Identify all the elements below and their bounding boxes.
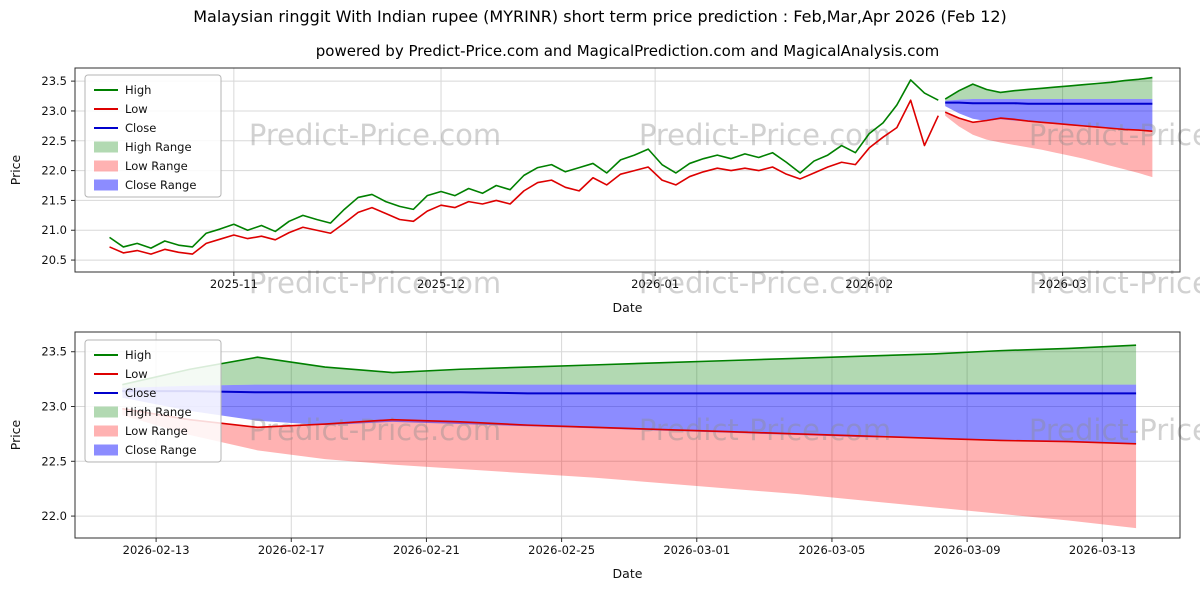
x-tick-label: 2026-03-01 bbox=[663, 543, 730, 557]
price-history-chart: Predict-Price.com Predict-Price.com Predic… bbox=[8, 67, 1200, 315]
x-tick-label: 2026-02-21 bbox=[393, 543, 460, 557]
legend-label: Low Range bbox=[125, 424, 188, 438]
axes: 2026-02-13 2026-02-17 2026-02-21 2026-02-25… bbox=[8, 331, 1181, 581]
y-axis-label: Price bbox=[8, 419, 23, 450]
legend-label: Close bbox=[125, 386, 156, 400]
legend: High Low Close High Range Low Range Close Ran… bbox=[84, 74, 222, 198]
legend-label: Close bbox=[125, 121, 156, 135]
watermark-text: Predict-Price.com bbox=[249, 118, 501, 152]
forecast-bands bbox=[122, 345, 1137, 529]
x-tick-label: 2025-11 bbox=[210, 277, 258, 291]
y-tick-label: 21.5 bbox=[41, 193, 67, 207]
legend-label: Low bbox=[125, 102, 148, 116]
x-tick-label: 2026-02-17 bbox=[258, 543, 325, 557]
y-tick-label: 23.0 bbox=[41, 104, 67, 118]
legend-label: Low Range bbox=[125, 159, 188, 173]
x-axis-label: Date bbox=[613, 566, 643, 581]
y-tick-label: 23.0 bbox=[41, 400, 67, 414]
legend-label: Close Range bbox=[125, 178, 196, 192]
watermark-layer: Predict-Price.com Predict-Price.com Predic… bbox=[249, 413, 1200, 447]
y-tick-label: 21.0 bbox=[41, 223, 67, 237]
y-tick-label: 22.5 bbox=[41, 134, 67, 148]
y-tick-label: 23.5 bbox=[41, 74, 67, 88]
y-tick-label: 22.5 bbox=[41, 454, 67, 468]
legend-label: Low bbox=[125, 367, 148, 381]
y-tick-label: 20.5 bbox=[41, 253, 67, 267]
y-tick-label: 23.5 bbox=[41, 345, 67, 359]
axes: 2025-11 2025-12 2026-01 2026-02 2026-03 20.5 2… bbox=[8, 67, 1181, 315]
y-tick-label: 22.0 bbox=[41, 509, 67, 523]
x-tick-label: 2026-03-13 bbox=[1069, 543, 1136, 557]
legend-label: Close Range bbox=[125, 443, 196, 457]
x-tick-label: 2025-12 bbox=[417, 277, 465, 291]
grid bbox=[75, 332, 1180, 538]
series-lines bbox=[122, 344, 1137, 445]
x-axis-label: Date bbox=[613, 300, 643, 315]
x-tick-label: 2026-03-09 bbox=[934, 543, 1001, 557]
x-tick-label: 2026-02-13 bbox=[123, 543, 190, 557]
forecast-bands bbox=[945, 77, 1153, 178]
legend: High Low Close High Range Low Range Close Ran… bbox=[84, 339, 222, 463]
legend-label: High bbox=[125, 348, 151, 362]
series-lines bbox=[109, 76, 1153, 255]
legend-label: High Range bbox=[125, 405, 192, 419]
powered-by-subtitle: powered by Predict-Price.com and Magical… bbox=[315, 42, 940, 60]
legend-label: High Range bbox=[125, 140, 192, 154]
figure-title: Malaysian ringgit With Indian rupee (MYR… bbox=[193, 7, 1007, 26]
legend-label: High bbox=[125, 83, 151, 97]
watermark-text: Predict-Price.com bbox=[249, 413, 501, 447]
y-tick-label: 22.0 bbox=[41, 164, 67, 178]
x-tick-label: 2026-02 bbox=[845, 277, 893, 291]
watermark-layer: Predict-Price.com Predict-Price.com Predic… bbox=[249, 118, 1200, 300]
grid bbox=[75, 68, 1180, 272]
watermark-text: Predict-Price.com bbox=[639, 118, 891, 152]
x-tick-label: 2026-03 bbox=[1039, 277, 1087, 291]
forecast-detail-chart: Predict-Price.com Predict-Price.com Predic… bbox=[8, 331, 1200, 581]
x-tick-label: 2026-01 bbox=[631, 277, 679, 291]
x-tick-label: 2026-03-05 bbox=[799, 543, 866, 557]
x-tick-label: 2026-02-25 bbox=[528, 543, 595, 557]
y-axis-label: Price bbox=[8, 154, 23, 185]
